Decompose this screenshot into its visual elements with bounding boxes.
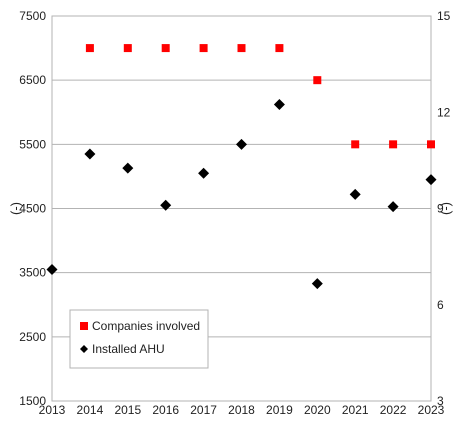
x-tick-label: 2022 bbox=[380, 403, 407, 417]
plot-frame bbox=[51, 15, 432, 402]
legend-label-installed-ahu: Installed AHU bbox=[92, 342, 165, 356]
y-tick-label: 1500 bbox=[19, 394, 46, 408]
marker-installed-ahu bbox=[311, 278, 323, 290]
x-tick-label: 2015 bbox=[114, 403, 141, 417]
marker-installed-ahu bbox=[46, 263, 58, 275]
y-axis-label: (-) bbox=[8, 202, 23, 215]
marker-installed-ahu bbox=[273, 99, 285, 111]
x-tick-label: 2016 bbox=[152, 403, 179, 417]
marker-companies-involved bbox=[389, 140, 398, 149]
marker-companies-involved bbox=[237, 44, 246, 53]
legend: Companies involved Installed AHU bbox=[69, 309, 209, 369]
y-tick-label: 5500 bbox=[19, 137, 46, 151]
series-companies-involved bbox=[85, 44, 435, 149]
x-tick-label: 2014 bbox=[77, 403, 104, 417]
marker-installed-ahu bbox=[122, 162, 134, 174]
y-tick-label: 6500 bbox=[19, 73, 46, 87]
x-tick-label: 2018 bbox=[228, 403, 255, 417]
marker-companies-involved bbox=[313, 76, 322, 85]
x-tick-label: 2021 bbox=[342, 403, 369, 417]
marker-installed-ahu bbox=[198, 167, 210, 179]
x-tick-label: 2017 bbox=[190, 403, 217, 417]
marker-installed-ahu bbox=[84, 148, 96, 160]
y-tick-label: 2500 bbox=[19, 330, 46, 344]
marker-installed-ahu bbox=[425, 174, 437, 186]
y2-tick-label: 12 bbox=[437, 105, 451, 119]
y2-tick-label: 6 bbox=[437, 298, 444, 312]
y2-tick-label: 15 bbox=[437, 9, 451, 23]
legend-label-companies-involved: Companies involved bbox=[92, 319, 200, 333]
marker-companies-involved bbox=[199, 44, 208, 53]
series-installed-ahu bbox=[46, 99, 437, 290]
marker-installed-ahu bbox=[349, 188, 361, 200]
marker-installed-ahu bbox=[236, 138, 247, 150]
y-tick-label: 4500 bbox=[19, 202, 46, 216]
x-tick-label: 2023 bbox=[418, 403, 445, 417]
x-tick-label: 2020 bbox=[304, 403, 331, 417]
x-tick-label: 2019 bbox=[266, 403, 293, 417]
x-tick-label: 2013 bbox=[39, 403, 66, 417]
legend-marker-companies-involved bbox=[80, 322, 88, 330]
right-axis-tick-labels: 3 6 9 12 15 bbox=[437, 9, 451, 408]
marker-companies-involved bbox=[427, 140, 435, 149]
y2-tick-label: 9 bbox=[437, 202, 444, 216]
y-tick-label: 7500 bbox=[19, 9, 46, 23]
marker-companies-involved bbox=[351, 140, 360, 149]
legend-box bbox=[69, 309, 209, 369]
left-axis-tick-labels: 1500 2500 3500 4500 5500 6500 7500 bbox=[19, 9, 46, 408]
marker-installed-ahu bbox=[160, 199, 172, 211]
marker-companies-involved bbox=[275, 44, 284, 53]
y2-tick-label: 3 bbox=[437, 394, 444, 408]
y2-axis-label: (-) bbox=[438, 202, 453, 215]
legend-marker-installed-ahu bbox=[80, 345, 88, 353]
marker-companies-involved bbox=[85, 44, 94, 53]
x-axis-tick-labels: 2013 2014 2015 2016 2017 2018 2019 2020 2021 2022… bbox=[39, 403, 445, 417]
marker-installed-ahu bbox=[387, 201, 399, 213]
marker-companies-involved bbox=[161, 44, 170, 53]
marker-companies-involved bbox=[123, 44, 132, 53]
series-layer bbox=[46, 44, 437, 290]
y-tick-label: 3500 bbox=[19, 266, 46, 280]
